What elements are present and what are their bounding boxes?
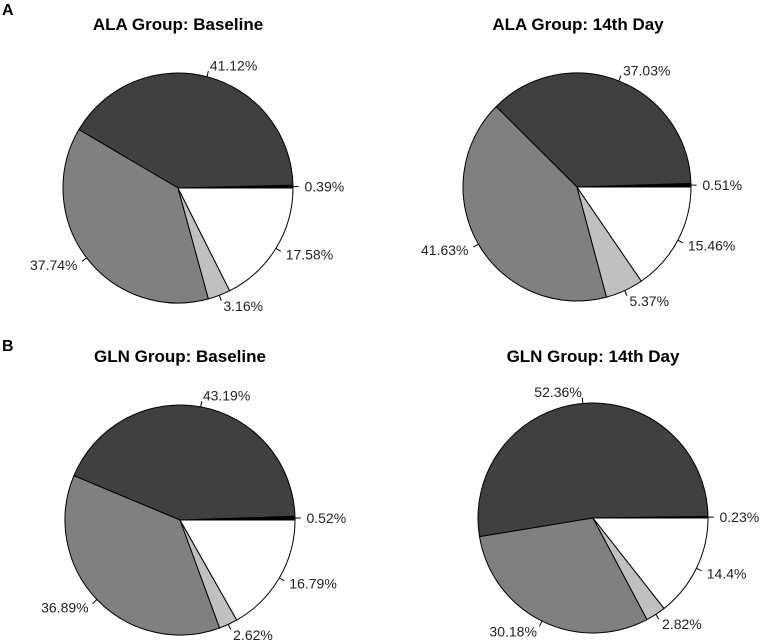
pie-slice: [478, 517, 648, 634]
label-tick: [81, 257, 87, 262]
panel-label-a: A: [2, 2, 14, 19]
data-label: 2.62%: [233, 627, 273, 642]
label-tick: [618, 75, 622, 82]
data-label: 36.89%: [41, 599, 88, 615]
data-label: 14.4%: [707, 565, 747, 581]
label-tick: [227, 624, 232, 630]
label-tick: [275, 247, 282, 252]
data-label: 0.51%: [702, 177, 742, 193]
pie-slice: [477, 402, 709, 538]
pie-slice: [62, 128, 210, 304]
label-tick: [279, 577, 285, 582]
data-label: 41.63%: [421, 242, 468, 258]
chart-title: GLN Group: Baseline: [94, 347, 266, 366]
data-label: 43.19%: [203, 388, 250, 404]
label-tick: [581, 397, 584, 404]
label-tick: [92, 599, 98, 604]
data-label: 5.37%: [629, 293, 669, 309]
pie-slice: [177, 187, 294, 292]
pie-slice: [576, 186, 692, 282]
label-tick: [624, 290, 628, 296]
pie-slice: [73, 404, 296, 521]
data-label: 16.79%: [289, 576, 336, 592]
pie-slice: [64, 475, 221, 636]
data-label: 41.12%: [210, 58, 257, 74]
label-tick: [655, 614, 660, 620]
data-label: 17.58%: [286, 246, 333, 262]
pie-slice: [495, 72, 692, 188]
data-label: 15.46%: [688, 238, 735, 254]
data-label: 0.52%: [306, 510, 346, 526]
label-tick: [218, 295, 222, 301]
chart-title: GLN Group: 14th Day: [507, 347, 680, 366]
pie-slice: [462, 105, 608, 302]
data-label: 30.18%: [489, 623, 536, 639]
data-label: 52.36%: [534, 384, 581, 400]
pie-slice: [78, 72, 294, 189]
label-tick: [677, 239, 684, 244]
label-tick: [206, 71, 209, 77]
data-label: 0.23%: [719, 509, 759, 525]
label-tick: [538, 620, 543, 627]
data-label: 37.03%: [623, 62, 670, 78]
data-label: 0.39%: [304, 178, 344, 194]
data-label: 37.74%: [30, 257, 77, 273]
label-tick: [696, 567, 702, 572]
data-label: 2.82%: [662, 616, 702, 632]
chart-title: ALA Group: Baseline: [93, 15, 263, 34]
label-tick: [200, 401, 203, 407]
panel-label-b: B: [2, 338, 14, 355]
label-tick: [473, 243, 479, 248]
data-label: 3.16%: [223, 298, 263, 314]
chart-title: ALA Group: 14th Day: [492, 15, 664, 34]
